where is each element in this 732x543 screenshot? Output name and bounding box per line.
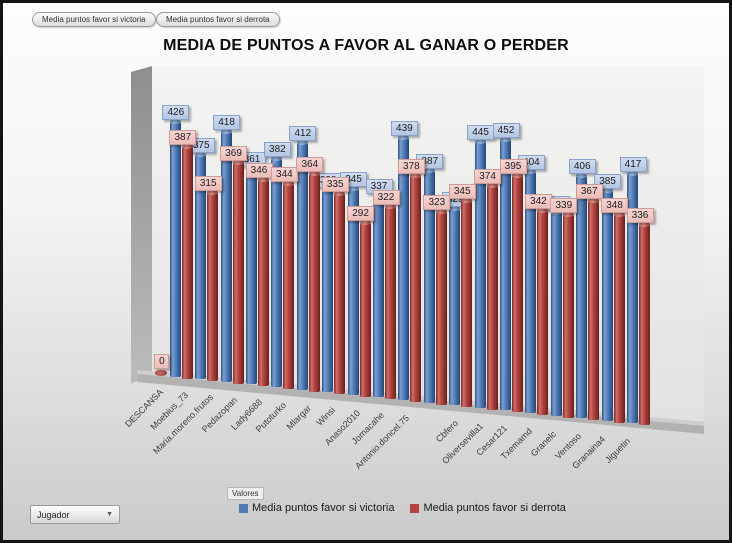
bar-victoria [576,172,588,419]
legend-item-victoria: Media puntos favor si victoria [239,502,394,514]
bar-value-label-derrota: 315 [194,176,222,192]
bar-derrota [258,176,269,387]
bar-value-label-derrota: 345 [448,184,476,200]
legend-swatch-victoria [239,503,248,513]
bar-derrota [512,173,523,413]
bar-victoria [169,119,181,377]
bar-value-label-victoria: 452 [492,123,520,139]
bar-victoria [550,209,562,416]
legend-label-victoria: Media puntos favor si victoria [252,502,395,514]
bar-derrota [537,207,549,415]
bar-victoria [347,185,359,395]
bar-value-label-derrota: 342 [524,193,552,209]
chart-title: MEDIA DE PUNTOS A FAVOR AL GANAR O PERDE… [163,37,569,54]
bar-victoria [423,168,435,403]
bar-derrota [461,198,473,408]
bar-value-label-derrota: 346 [245,162,273,178]
bar-victoria [500,137,511,411]
bar-derrota [410,173,422,402]
chart-3d-scene: 4263754183613824123383453374393873294454… [3,3,729,540]
bar-value-label-derrota: 344 [270,166,298,182]
bar-derrota [334,191,346,395]
bar-victoria [195,152,207,380]
bar-value-label-derrota: 369 [220,146,248,162]
legend: Media puntos favor si victoria Media pun… [239,502,566,514]
bar-value-label-derrota: 339 [550,198,578,214]
bar-derrota [613,212,625,423]
bar-victoria [398,134,410,400]
bar-derrota [588,197,600,421]
bar-derrota [181,144,193,379]
bar-derrota [283,180,295,389]
bar-value-label-derrota: 395 [499,159,527,175]
bar-victoria [271,155,283,387]
bar-derrota [486,183,498,410]
bar-value-label-victoria: 417 [619,157,647,173]
bar-value-label-derrota: 323 [423,194,451,210]
jugador-dropdown-label: Jugador [37,509,70,520]
bar-victoria [525,168,537,413]
bar-victoria [246,165,257,385]
bar-value-label-derrota: 374 [474,169,502,185]
bar-value-label-victoria: 418 [213,115,241,130]
bar-victoria [322,187,334,393]
bar-value-label-derrota: 387 [169,130,197,146]
bar-derrota [232,160,244,384]
bar-derrota [435,208,447,405]
legend-item-derrota: Media puntos favor si derrota [410,502,566,514]
plot-left-wall [131,66,152,384]
bar-victoria [220,129,232,382]
bar-value-label-derrota: 348 [601,198,629,213]
legend-label-derrota: Media puntos favor si derrota [423,502,566,514]
bar-victoria [474,138,486,408]
bar-value-label-derrota: 0 [154,354,170,369]
bar-value-label-victoria: 439 [390,120,418,136]
bar-value-label-derrota: 378 [397,159,425,175]
chevron-down-icon: ▼ [106,511,113,518]
filter-button-victoria[interactable]: Media puntos favor si victoria [32,12,156,27]
bar-value-label-derrota: 322 [372,190,400,206]
bar-value-label-derrota: 367 [575,184,603,199]
bar-value-label-victoria: 382 [263,141,291,157]
bar-value-label-victoria: 426 [162,105,190,120]
jugador-dropdown[interactable]: Jugador ▼ [30,505,120,524]
bar-derrota [207,190,219,382]
bar-value-label-derrota: 335 [321,177,349,193]
bar-derrota [385,204,396,400]
bar-derrota [562,212,574,418]
bar-derrota [308,171,320,392]
bar-victoria [373,193,384,398]
bar-victoria [627,171,638,424]
bar-derrota [359,219,371,397]
legend-swatch-derrota [410,503,420,513]
bar-value-label-victoria: 445 [467,124,495,140]
bar-value-label-derrota: 336 [626,207,654,223]
bar-victoria [601,187,613,421]
bar-value-label-derrota: 292 [347,205,375,221]
bar-value-label-victoria: 412 [289,126,317,142]
bar-derrota [639,221,650,426]
bar-victoria [296,140,308,390]
bar-value-label-derrota: 364 [296,157,324,173]
bar-victoria [449,205,461,406]
filter-button-derrota[interactable]: Media puntos favor si derrota [156,12,280,27]
bar-value-label-victoria: 406 [568,158,596,174]
legend-title-chip: Valores [227,487,264,500]
bar-derrota-zero [155,370,168,376]
